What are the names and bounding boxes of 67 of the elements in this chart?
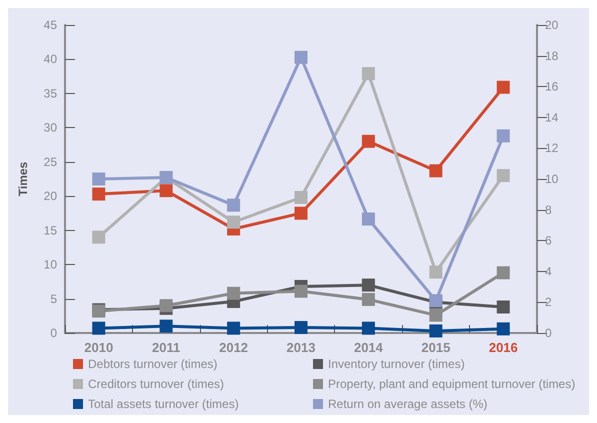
legend-label: Debtors turnover (times) — [88, 357, 218, 371]
point — [160, 299, 173, 312]
x-tick-label: 2015 — [421, 340, 450, 355]
point — [227, 322, 240, 335]
point — [294, 284, 308, 298]
point — [496, 169, 510, 182]
point — [362, 212, 375, 226]
point — [496, 80, 510, 94]
point — [496, 266, 510, 280]
y-tick-label: 25 — [44, 154, 58, 169]
point — [362, 322, 375, 335]
legend-label: Creditors turnover (times) — [88, 377, 224, 391]
point — [496, 322, 510, 336]
y-tick-label: 40 — [44, 52, 58, 66]
point — [160, 320, 173, 333]
y2-tick-label: 14 — [545, 110, 559, 124]
y2-tick-label: 0 — [545, 326, 552, 340]
point — [429, 324, 442, 338]
point — [362, 67, 375, 80]
x-tick-label: 2014 — [354, 340, 384, 355]
point — [92, 322, 106, 335]
point — [227, 198, 240, 212]
point — [429, 308, 442, 322]
point — [362, 278, 375, 292]
point — [362, 134, 375, 148]
point — [294, 190, 308, 204]
y2-tick-label: 18 — [545, 48, 559, 63]
y-tick-label: 15 — [44, 223, 58, 238]
y-tick-label: 20 — [44, 189, 58, 204]
point — [92, 188, 106, 201]
point — [227, 286, 240, 300]
y-tick-label: 0 — [50, 326, 58, 340]
legend-label: Property, plant and equipment turnover (times) — [328, 377, 576, 391]
point — [92, 172, 106, 186]
legend-label: Total assets turnover (times) — [88, 397, 239, 411]
x-tick-label: 2011 — [152, 340, 180, 355]
point — [496, 300, 510, 314]
y-tick-label: 10 — [44, 258, 58, 272]
y2-tick-label: 16 — [545, 80, 559, 94]
point — [429, 164, 442, 178]
y2-tick-label: 4 — [545, 264, 552, 278]
point — [92, 230, 106, 244]
x-tick-label: 2010 — [84, 340, 114, 355]
legend-label: Inventory turnover (times) — [328, 357, 465, 371]
point — [294, 321, 308, 334]
point — [294, 206, 308, 220]
y2-tick-label: 6 — [545, 234, 552, 248]
point — [160, 184, 173, 198]
point — [227, 216, 240, 229]
y-tick-label: 35 — [44, 86, 58, 100]
y2-tick-label: 8 — [545, 202, 552, 217]
y-tick-label: 5 — [50, 292, 58, 306]
y-tick-label: 30 — [44, 120, 58, 135]
point — [429, 266, 442, 279]
y-tick-label: 45 — [44, 18, 58, 32]
point — [294, 50, 308, 64]
y2-tick-label: 10 — [545, 172, 559, 186]
y-axis-title: Times — [16, 161, 30, 196]
point — [496, 129, 510, 142]
y2-tick-label: 2 — [545, 295, 552, 310]
x-tick-label: 2013 — [286, 340, 316, 355]
x-tick-label: 2012 — [219, 340, 248, 355]
y2-tick-label: 12 — [545, 141, 559, 156]
y2-tick-label: 20 — [545, 18, 559, 32]
x-tick-label: 2016 — [488, 340, 518, 355]
legend-label: Return on average assets (%) — [328, 397, 488, 411]
point — [362, 292, 375, 306]
